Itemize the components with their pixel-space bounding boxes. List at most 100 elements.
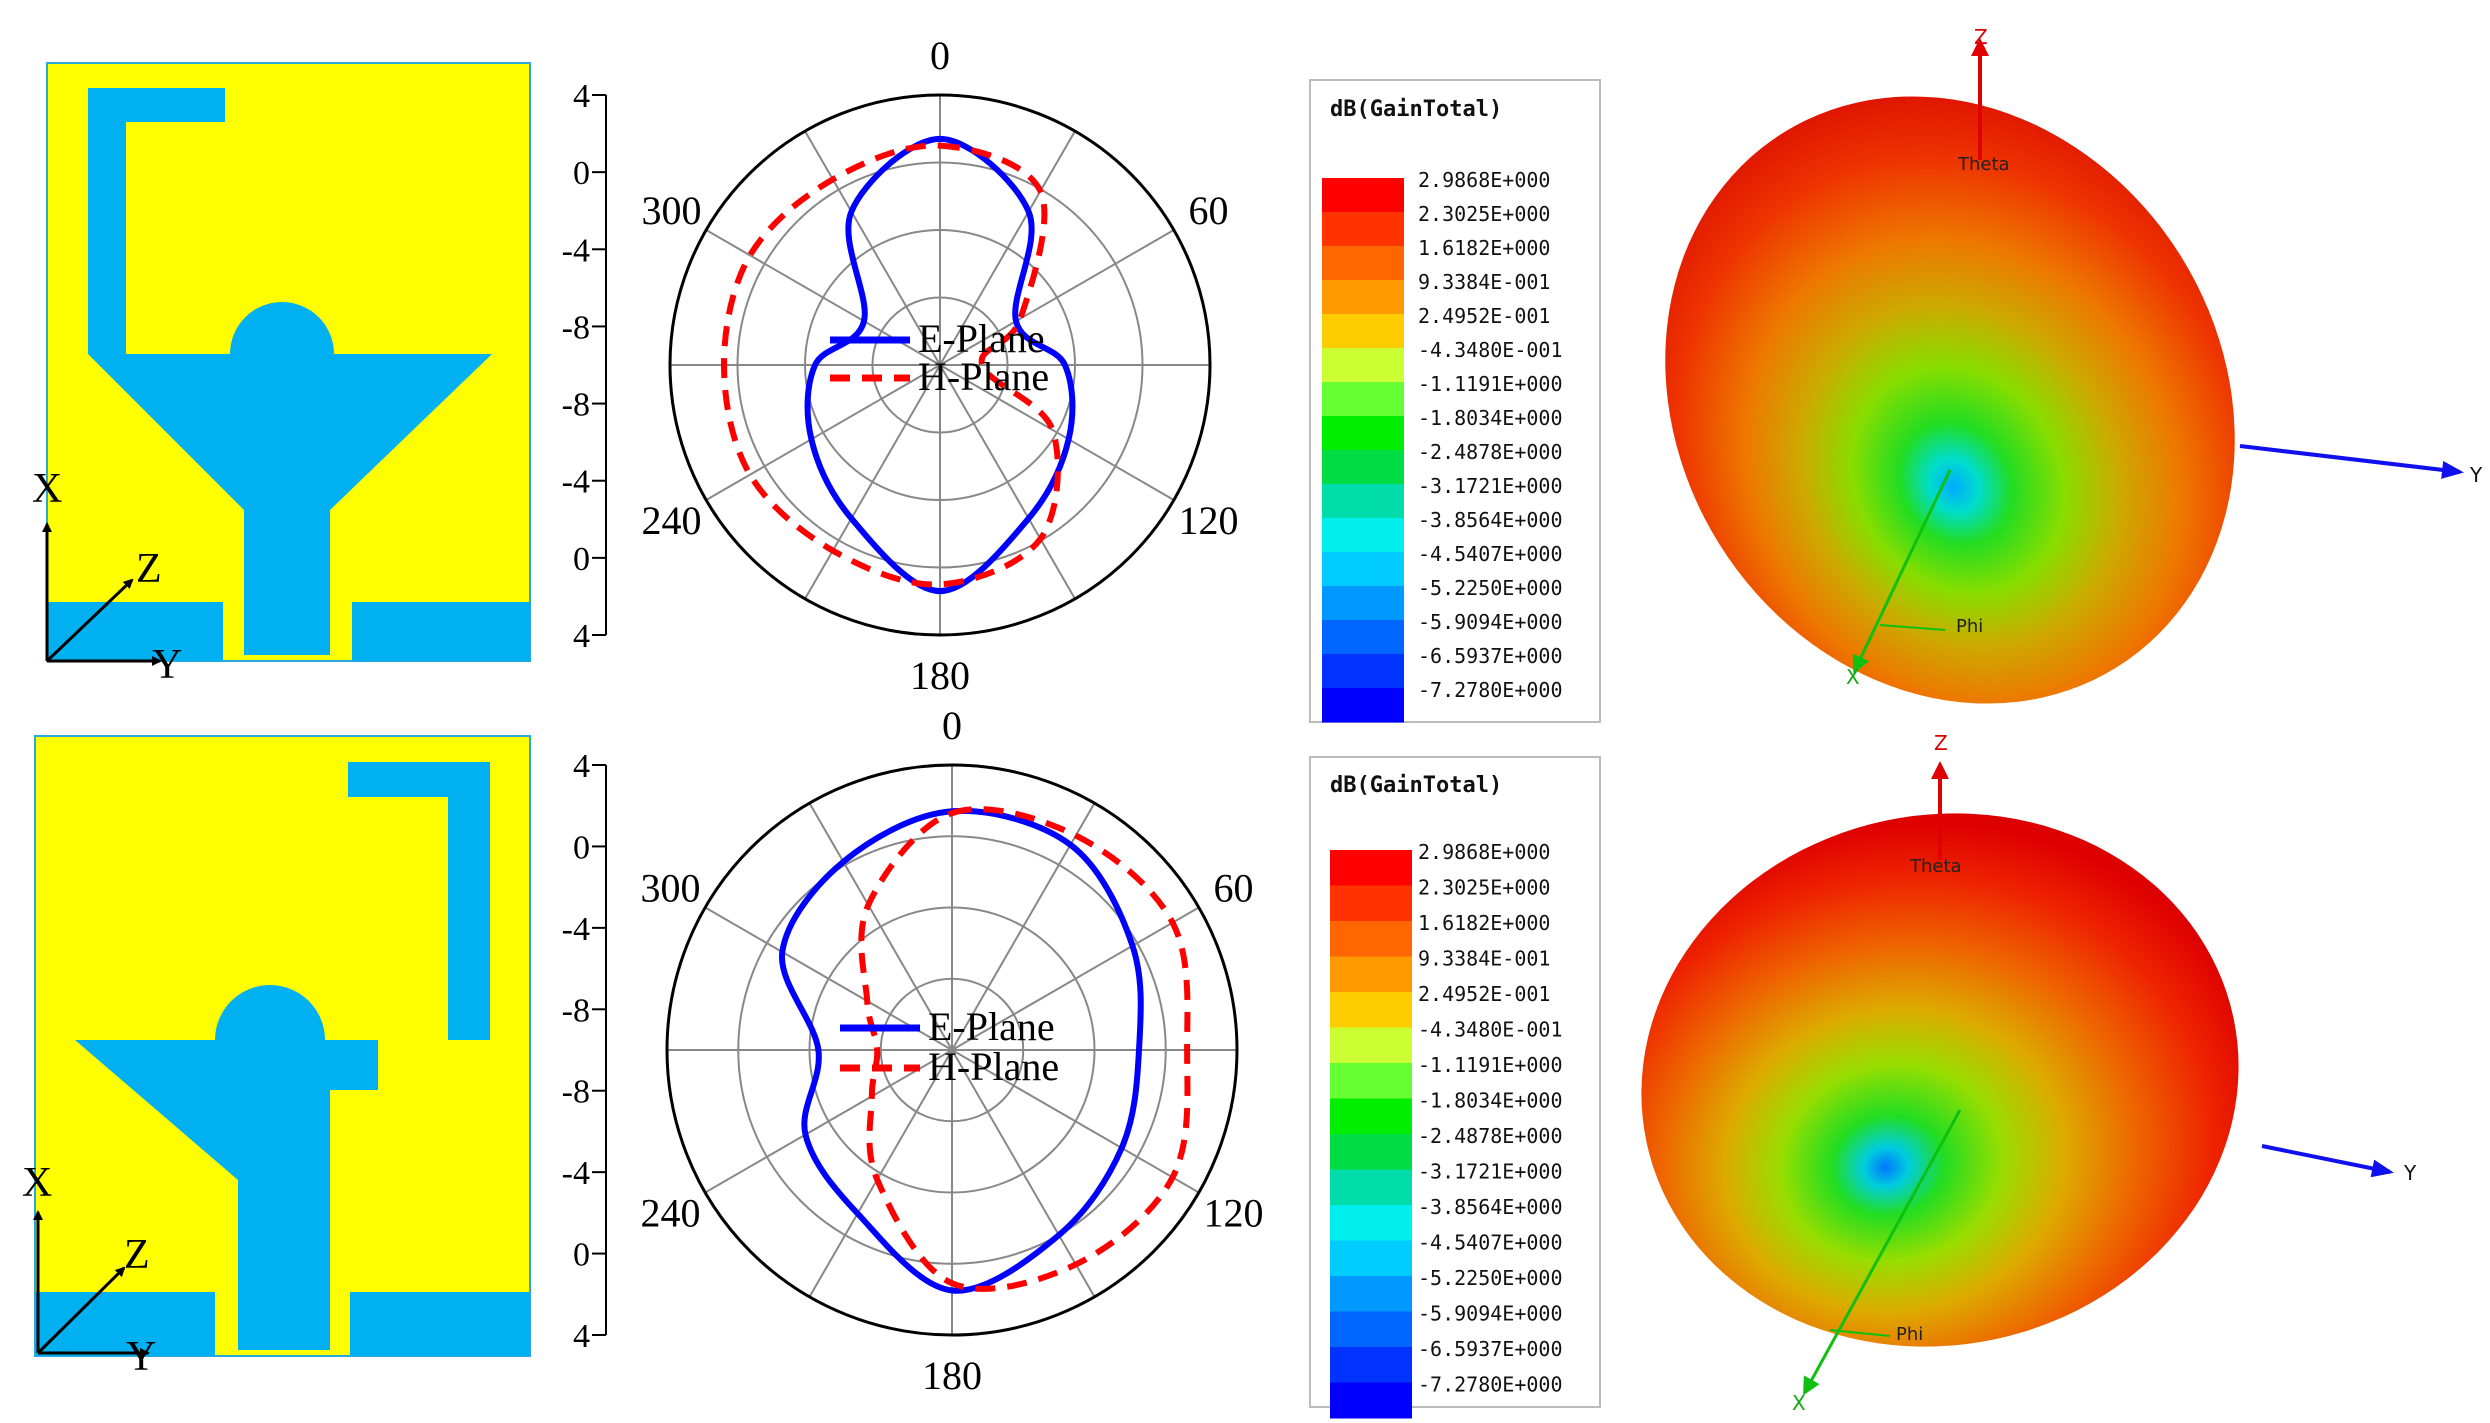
x-axis-label: X [22, 1160, 52, 1206]
colorbar-value: -1.1191E+000 [1418, 1053, 1563, 1077]
antenna-layout-row2: X Y Z [22, 735, 531, 1380]
colorbar-value: 9.3384E-001 [1418, 947, 1550, 971]
colorbar-swatch [1330, 1276, 1412, 1312]
colorbar-value: -3.1721E+000 [1418, 474, 1563, 498]
angular-tick-label: 120 [1203, 1191, 1263, 1236]
coordinate-axes [33, 1210, 150, 1358]
colorbar-swatch [1330, 956, 1412, 993]
colorbar-value: -1.8034E+000 [1418, 1089, 1563, 1113]
ground-left [35, 1292, 215, 1356]
colorbar-swatch [1330, 1134, 1412, 1170]
gain-legend-row2: dB(GainTotal) 2.9868E+000 2.3025E+000 1.61… [1309, 756, 1601, 1419]
colorbar: 2.9868E+000 2.3025E+000 1.6182E+000 9.3384E… [1330, 840, 1563, 1419]
radial-tick-label: -4 [562, 911, 590, 948]
colorbar-swatch [1322, 620, 1404, 655]
angular-tick-label: 120 [1178, 498, 1238, 543]
radial-tick-label: -8 [562, 992, 590, 1029]
phi-arrow [1879, 624, 1946, 631]
colorbar-value: -3.8564E+000 [1418, 508, 1563, 532]
colorbar-value: -5.2250E+000 [1418, 1266, 1563, 1290]
angular-tick-label: 300 [642, 188, 702, 233]
radial-tick-label: 4 [573, 748, 590, 785]
colorbar-value: 2.9868E+000 [1418, 840, 1550, 864]
radial-tick-label: 4 [573, 1318, 590, 1355]
colorbar-value: -3.1721E+000 [1418, 1160, 1563, 1184]
colorbar-value: -7.2780E+000 [1418, 678, 1563, 702]
polar-spoke [808, 802, 1096, 1298]
radial-tick-label: -4 [562, 464, 590, 501]
colorbar-value: 1.6182E+000 [1418, 911, 1550, 935]
colorbar-swatch [1330, 1063, 1412, 1099]
colorbar-swatch [1322, 212, 1404, 247]
radial-tick-label: 0 [573, 1237, 590, 1274]
colorbar-swatch [1322, 654, 1404, 689]
pattern-3d-row1: Z Y X Theta Phi [1665, 25, 2483, 704]
colorbar-value: -7.2780E+000 [1418, 1373, 1563, 1397]
legend-label: E-Plane [918, 316, 1045, 361]
colorbar-swatch [1322, 484, 1404, 519]
colorbar-swatch [1330, 921, 1412, 957]
ground-right [352, 602, 530, 661]
colorbar-value: 2.3025E+000 [1418, 202, 1550, 226]
colorbar-swatch [1330, 1240, 1412, 1277]
ground-left [47, 602, 223, 661]
x-axis-arrow [1852, 469, 1952, 674]
pattern-theta-label: Theta [1909, 856, 1962, 877]
radial-tick-label: -8 [562, 387, 590, 424]
y-axis-label: Y [152, 642, 182, 688]
legend-title: dB(GainTotal) [1330, 773, 1502, 798]
radial-tick-label: -4 [562, 232, 590, 269]
radial-tick-label: -8 [562, 1074, 590, 1111]
colorbar-swatch [1322, 586, 1404, 621]
colorbar-value: -1.1191E+000 [1418, 372, 1563, 396]
colorbar-swatch [1322, 280, 1404, 315]
colorbar-swatch [1330, 1098, 1412, 1135]
colorbar-value: -4.3480E-001 [1418, 338, 1563, 362]
angular-tick-label: 240 [641, 1191, 701, 1236]
y-axis-arrow [2261, 1144, 2394, 1178]
polar-outer-circle [668, 93, 1212, 637]
angular-tick-label: 60 [1213, 866, 1253, 911]
pattern-phi-label: Phi [1896, 1324, 1923, 1345]
polar-plot-row2: 0 60 120 180 240 300 4 0 -4 -8 -8 -4 0 4 E-PlaneH-Plan… [562, 703, 1264, 1398]
colorbar-swatch [1330, 1205, 1412, 1241]
colorbar-value: -4.5407E+000 [1418, 1231, 1563, 1255]
colorbar-value: -6.5937E+000 [1418, 1337, 1563, 1361]
series-e-plane [779, 807, 1144, 1294]
radiation-pattern-surface [1665, 96, 2235, 704]
colorbar-value: 2.4952E-001 [1418, 304, 1550, 328]
radial-tick-label: 0 [573, 829, 590, 866]
x-axis-label: X [32, 466, 62, 512]
pattern-phi-label: Phi [1956, 616, 1983, 637]
legend-label: H-Plane [918, 354, 1049, 399]
pattern-x-label: X [1846, 665, 1860, 689]
legend-label: E-Plane [928, 1004, 1055, 1049]
colorbar-value: 9.3384E-001 [1418, 270, 1550, 294]
angular-tick-label: 180 [922, 1353, 982, 1398]
colorbar-swatch [1322, 450, 1404, 485]
coordinate-axes [42, 522, 162, 666]
colorbar-value: -4.3480E-001 [1418, 1018, 1563, 1042]
colorbar-swatch [1322, 382, 1404, 417]
colorbar-swatch [1322, 178, 1404, 213]
colorbar-value: -5.2250E+000 [1418, 576, 1563, 600]
pattern-z-label: Z [1934, 731, 1948, 755]
angular-tick-label: 180 [910, 653, 970, 698]
radiation-pattern-surface [1641, 813, 2239, 1347]
colorbar-value: 1.6182E+000 [1418, 236, 1550, 260]
pattern-y-label: Y [2403, 1161, 2417, 1185]
colorbar-swatch [1330, 885, 1412, 922]
colorbar-swatch [1322, 314, 1404, 349]
x-axis-arrow [1803, 1109, 1962, 1396]
angular-tick-label: 300 [641, 866, 701, 911]
colorbar-swatch [1330, 1169, 1412, 1206]
radial-tick-label: 0 [573, 541, 590, 578]
colorbar-value: 2.9868E+000 [1418, 168, 1550, 192]
colorbar-swatch [1322, 348, 1404, 383]
z-axis-label: Z [124, 1232, 150, 1278]
legend-title: dB(GainTotal) [1330, 97, 1502, 122]
colorbar-value: -1.8034E+000 [1418, 406, 1563, 430]
angular-tick-label: 0 [942, 703, 962, 748]
radial-tick-label: 4 [573, 78, 590, 115]
